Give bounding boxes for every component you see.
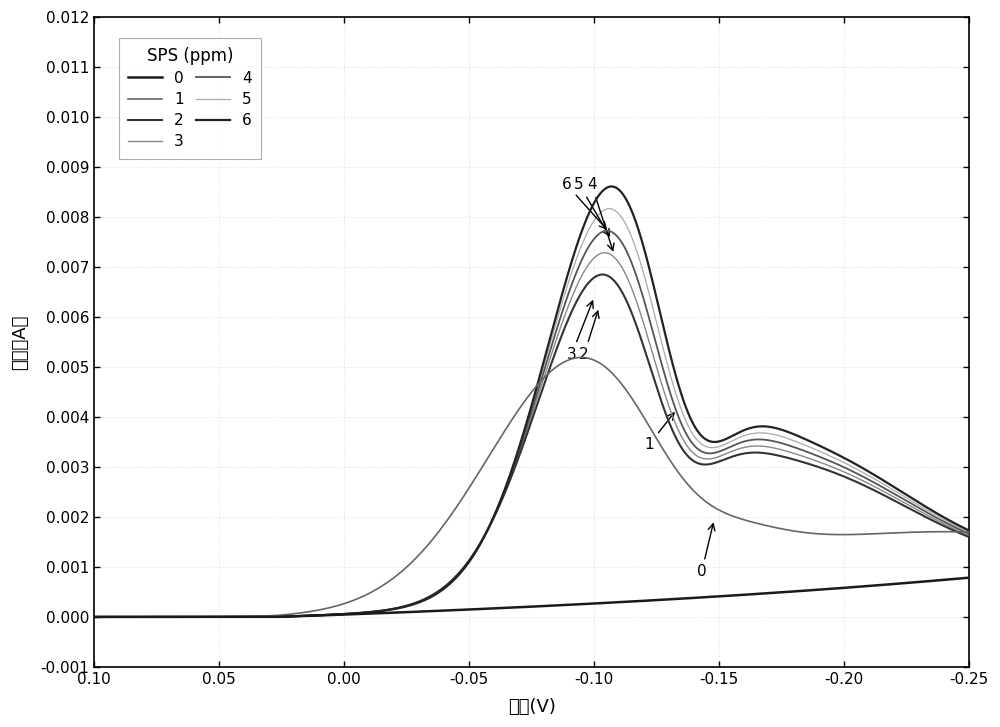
Text: 0: 0 xyxy=(697,523,715,579)
Text: 3: 3 xyxy=(567,301,593,362)
Text: 2: 2 xyxy=(579,311,599,362)
Text: 1: 1 xyxy=(644,413,674,452)
Text: 5: 5 xyxy=(574,177,609,236)
Text: 6: 6 xyxy=(562,177,606,229)
X-axis label: 电压(V): 电压(V) xyxy=(508,698,556,716)
Y-axis label: 电流（A）: 电流（A） xyxy=(11,314,29,370)
Text: 4: 4 xyxy=(587,177,614,250)
Legend: 0, 1, 2, 3, 4, 5, 6: 0, 1, 2, 3, 4, 5, 6 xyxy=(119,38,261,158)
